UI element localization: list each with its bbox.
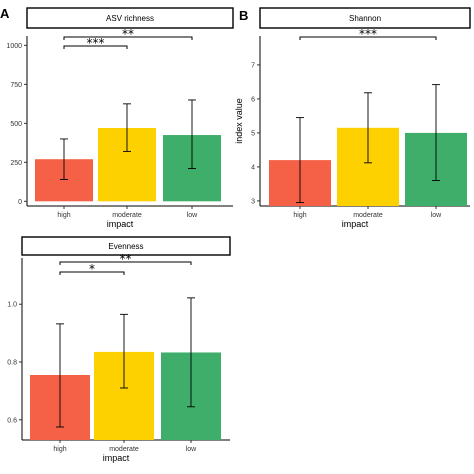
strip-box: [21, 236, 231, 256]
significance-bracket: [63, 45, 128, 49]
y-tick-label: 5: [251, 130, 255, 137]
y-tick-label: 3: [251, 198, 255, 205]
significance-bracket: [59, 261, 192, 265]
strip-box: [259, 7, 471, 29]
significance-label: ***: [87, 36, 105, 50]
x-tick-label: high: [57, 212, 70, 219]
x-tick-label: high: [293, 212, 306, 219]
significance-label: **: [120, 252, 132, 266]
y-tick-label: 250: [10, 160, 22, 167]
y-tick-label: 4: [251, 164, 255, 171]
x-tick-label: low: [186, 446, 197, 453]
x-axis-title: impact: [342, 219, 369, 229]
y-tick-label: 0.8: [7, 360, 17, 367]
y-tick-label: 750: [10, 82, 22, 89]
x-axis-title: impact: [107, 219, 134, 229]
x-tick-label: moderate: [109, 446, 139, 453]
strip-title: ASV richness: [106, 14, 154, 23]
significance-label: *: [89, 262, 95, 276]
panel-letter: A: [0, 6, 10, 21]
x-tick-label: low: [431, 212, 442, 219]
x-tick-label: low: [187, 212, 198, 219]
y-tick-label: 7: [251, 62, 255, 69]
y-tick-label: 6: [251, 96, 255, 103]
significance-bracket: [299, 36, 437, 40]
y-axis-title: index value: [234, 98, 244, 144]
significance-bracket: [63, 36, 193, 40]
x-tick-label: moderate: [112, 212, 142, 219]
y-tick-label: 500: [10, 121, 22, 128]
y-tick-label: 1000: [6, 43, 22, 50]
strip-title: Evenness: [108, 242, 143, 251]
panel-letter: B: [239, 8, 248, 23]
significance-label: **: [122, 27, 134, 41]
x-axis-title: impact: [103, 453, 130, 463]
panel-a: A ASV richness 0 250 500 750 1000 high moderate l…: [0, 6, 234, 229]
strip-box: [26, 7, 234, 29]
y-tick-label: 0: [18, 199, 22, 206]
y-tick-label: 0.6: [7, 417, 17, 424]
x-tick-label: moderate: [353, 212, 383, 219]
y-tick-label: 1.0: [7, 302, 17, 309]
panel-b: B Shannon 3 4 5 6 7 high moderate low impact index …: [234, 7, 471, 229]
strip-title: Shannon: [349, 14, 381, 23]
significance-bracket: [59, 271, 125, 275]
x-tick-label: high: [53, 446, 66, 453]
significance-label: ***: [359, 27, 377, 41]
